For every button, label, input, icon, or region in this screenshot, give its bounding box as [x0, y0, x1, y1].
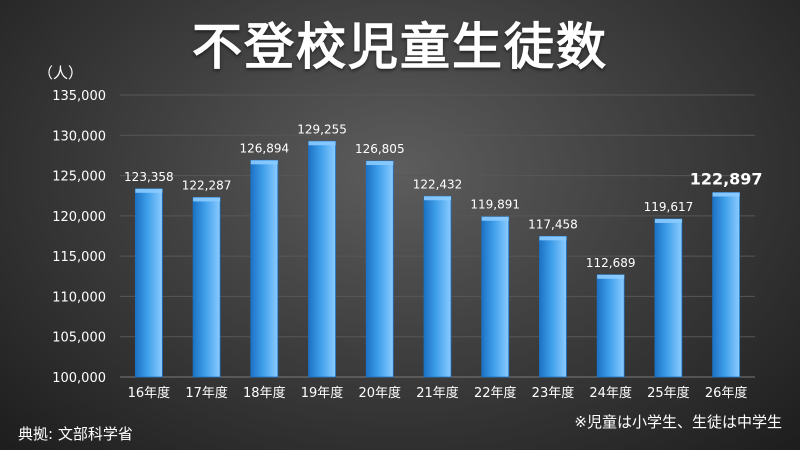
bar-highlight-cap	[539, 236, 567, 241]
bar-value-label: 122,897	[690, 170, 763, 189]
y-tick-label: 110,000	[52, 290, 106, 305]
bar-value-label: 129,255	[297, 122, 347, 136]
bar-highlight-cap	[597, 274, 625, 279]
bar-highlight-cap	[424, 196, 451, 201]
bar-value-label: 126,894	[240, 141, 290, 155]
bar-20年度	[365, 160, 394, 378]
scope-note: ※児童は小学生、生徒は中学生	[574, 413, 782, 431]
bar-highlight-cap	[308, 141, 336, 146]
x-tick-label: 24年度	[589, 385, 632, 401]
bar-highlight-cap	[712, 192, 740, 197]
bar-value-label: 122,287	[182, 178, 232, 192]
bar-value-label: 126,805	[355, 142, 405, 156]
y-tick-label: 125,000	[52, 170, 106, 185]
bar-26年度	[712, 192, 741, 378]
bar-25年度	[654, 218, 683, 378]
x-tick-label: 18年度	[243, 385, 286, 401]
bar-value-label: 117,458	[528, 217, 578, 231]
x-tick-label: 21年度	[416, 385, 459, 401]
y-tick-label: 100,000	[52, 371, 106, 386]
y-tick-label: 115,000	[52, 250, 106, 265]
bar-24年度	[596, 274, 625, 378]
bar-23年度	[539, 235, 567, 378]
x-tick-label: 25年度	[647, 385, 690, 401]
bar-value-label: 123,358	[124, 170, 174, 184]
bar-16年度	[134, 188, 163, 378]
bar-value-label: 122,432	[413, 177, 463, 191]
bar-highlight-cap	[193, 197, 221, 202]
bar-highlight-cap	[250, 160, 278, 165]
y-tick-label: 135,000	[52, 89, 106, 104]
x-tick-label: 20年度	[358, 385, 401, 401]
source-note: 典拠: 文部科学省	[18, 425, 133, 443]
x-tick-label: 16年度	[128, 385, 171, 401]
y-tick-label: 130,000	[52, 129, 106, 144]
bar-value-label: 119,891	[470, 198, 520, 212]
bar-22年度	[481, 216, 510, 378]
bar-19年度	[308, 140, 336, 378]
y-axis-unit-label: （人）	[38, 64, 83, 82]
x-tick-label: 17年度	[185, 385, 228, 401]
y-tick-label: 105,000	[52, 331, 106, 346]
x-tick-label: 22年度	[474, 385, 517, 401]
bar-18年度	[250, 159, 279, 378]
x-tick-label: 19年度	[301, 385, 344, 401]
bar-value-label: 119,617	[644, 200, 694, 214]
bar-highlight-cap	[654, 218, 682, 223]
bar-value-label: 112,689	[586, 256, 636, 270]
chart-title: 不登校児童生徒数	[192, 18, 608, 76]
y-tick-label: 120,000	[52, 210, 106, 225]
bar-highlight-cap	[135, 188, 163, 193]
bar-highlight-cap	[366, 161, 394, 166]
x-tick-label: 26年度	[705, 385, 748, 401]
x-tick-label: 23年度	[532, 385, 575, 401]
bar-17年度	[192, 197, 221, 378]
bar-21年度	[423, 195, 452, 378]
bar-highlight-cap	[481, 216, 509, 221]
